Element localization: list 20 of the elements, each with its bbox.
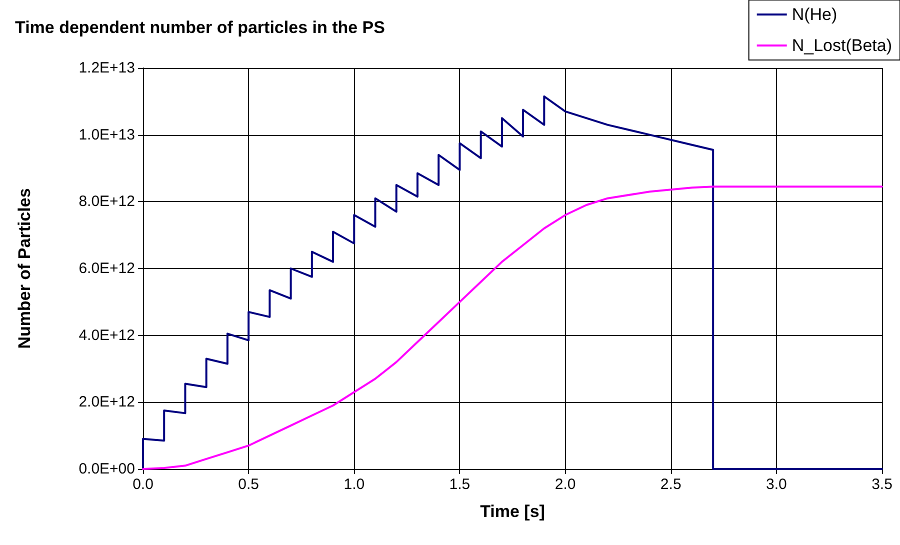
x-tick-label: 2.5: [660, 476, 682, 493]
y-tick-label: 1.2E+13: [78, 60, 135, 76]
x-tick-label: 3.0: [766, 476, 787, 493]
legend-label: N_Lost(Beta): [792, 36, 892, 55]
x-tick-label: 3.5: [872, 476, 892, 493]
x-tick-label: 0.0: [132, 476, 154, 493]
y-tick-label: 8.0E+12: [78, 193, 135, 210]
y-tick-label: 0.0E+00: [78, 460, 135, 478]
y-tick-label: 2.0E+12: [78, 394, 135, 411]
y-tick-label: 1.0E+13: [78, 126, 135, 144]
y-tick-label: 6.0E+12: [78, 260, 135, 277]
x-axis-title: Time [s]: [480, 502, 545, 521]
legend-label: N(He): [792, 5, 838, 24]
x-tick-label: 2.0: [554, 476, 576, 493]
chart-title: Time dependent number of particles in the PS: [15, 18, 385, 37]
x-tick-label: 1.0: [344, 476, 365, 493]
y-axis-title: Number of Particles: [15, 188, 34, 349]
y-tick-label: 4.0E+12: [78, 326, 135, 344]
x-tick-label: 0.5: [238, 476, 259, 493]
x-tick-label: 1.5: [449, 476, 470, 493]
